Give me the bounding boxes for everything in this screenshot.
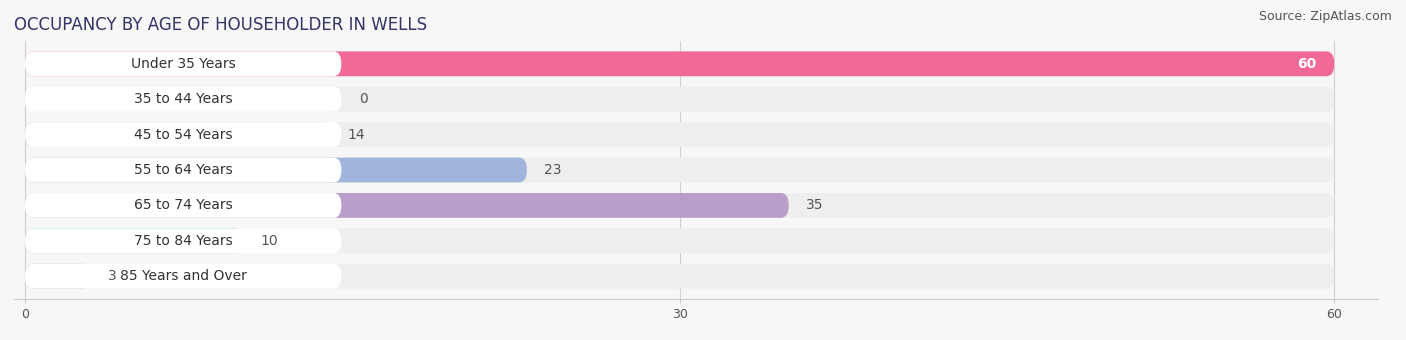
FancyBboxPatch shape (25, 122, 342, 147)
FancyBboxPatch shape (25, 228, 243, 253)
FancyBboxPatch shape (25, 51, 342, 76)
Text: 3: 3 (108, 269, 117, 283)
Text: 45 to 54 Years: 45 to 54 Years (134, 128, 232, 141)
Text: 23: 23 (544, 163, 562, 177)
FancyBboxPatch shape (25, 193, 789, 218)
Text: 35 to 44 Years: 35 to 44 Years (134, 92, 232, 106)
FancyBboxPatch shape (25, 228, 342, 253)
FancyBboxPatch shape (25, 122, 1334, 147)
FancyBboxPatch shape (25, 193, 342, 218)
Text: 55 to 64 Years: 55 to 64 Years (134, 163, 232, 177)
Text: 85 Years and Over: 85 Years and Over (120, 269, 246, 283)
Text: 0: 0 (359, 92, 367, 106)
FancyBboxPatch shape (25, 264, 342, 289)
FancyBboxPatch shape (25, 158, 1334, 182)
FancyBboxPatch shape (25, 51, 1334, 76)
Text: 65 to 74 Years: 65 to 74 Years (134, 199, 232, 212)
FancyBboxPatch shape (25, 193, 1334, 218)
Text: 35: 35 (806, 199, 824, 212)
Text: Source: ZipAtlas.com: Source: ZipAtlas.com (1258, 10, 1392, 23)
FancyBboxPatch shape (25, 264, 1334, 289)
Text: 10: 10 (260, 234, 278, 248)
FancyBboxPatch shape (25, 158, 342, 182)
Text: 60: 60 (1298, 57, 1317, 71)
FancyBboxPatch shape (25, 87, 1334, 112)
Text: OCCUPANCY BY AGE OF HOUSEHOLDER IN WELLS: OCCUPANCY BY AGE OF HOUSEHOLDER IN WELLS (14, 16, 427, 34)
FancyBboxPatch shape (25, 158, 527, 182)
FancyBboxPatch shape (25, 87, 342, 112)
Text: 75 to 84 Years: 75 to 84 Years (134, 234, 232, 248)
Text: 14: 14 (347, 128, 366, 141)
FancyBboxPatch shape (25, 51, 1334, 76)
FancyBboxPatch shape (25, 264, 90, 289)
Text: Under 35 Years: Under 35 Years (131, 57, 236, 71)
FancyBboxPatch shape (25, 228, 1334, 253)
FancyBboxPatch shape (25, 122, 330, 147)
